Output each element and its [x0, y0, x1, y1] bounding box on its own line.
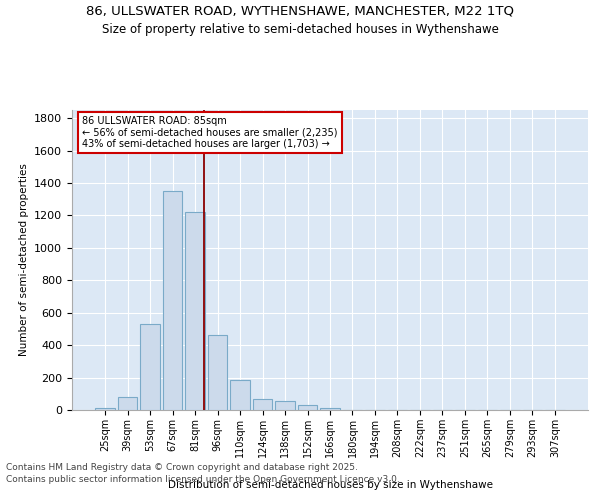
Bar — [253, 400, 272, 410]
Bar — [230, 380, 250, 410]
Bar — [95, 408, 115, 410]
Bar — [140, 324, 160, 410]
Bar — [320, 408, 340, 410]
Text: Contains public sector information licensed under the Open Government Licence v3: Contains public sector information licen… — [6, 474, 400, 484]
Y-axis label: Number of semi-detached properties: Number of semi-detached properties — [19, 164, 29, 356]
Bar — [185, 212, 205, 410]
Bar — [298, 405, 317, 410]
Text: 86, ULLSWATER ROAD, WYTHENSHAWE, MANCHESTER, M22 1TQ: 86, ULLSWATER ROAD, WYTHENSHAWE, MANCHES… — [86, 5, 514, 18]
Bar — [118, 397, 137, 410]
Text: 86 ULLSWATER ROAD: 85sqm
← 56% of semi-detached houses are smaller (2,235)
43% o: 86 ULLSWATER ROAD: 85sqm ← 56% of semi-d… — [82, 116, 338, 149]
Bar — [275, 401, 295, 410]
Bar — [208, 336, 227, 410]
Text: Size of property relative to semi-detached houses in Wythenshawe: Size of property relative to semi-detach… — [101, 22, 499, 36]
Bar — [163, 191, 182, 410]
Text: Distribution of semi-detached houses by size in Wythenshawe: Distribution of semi-detached houses by … — [167, 480, 493, 490]
Text: Contains HM Land Registry data © Crown copyright and database right 2025.: Contains HM Land Registry data © Crown c… — [6, 464, 358, 472]
